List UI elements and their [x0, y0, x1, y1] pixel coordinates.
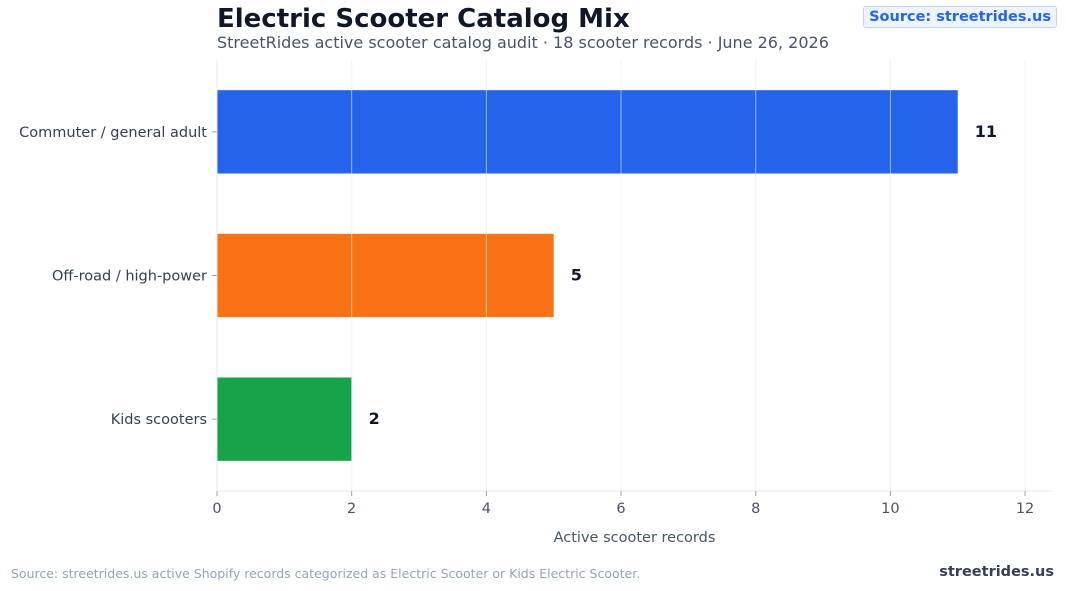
data-label: 11 [975, 122, 997, 141]
chart-title: Electric Scooter Catalog Mix [217, 4, 630, 34]
x-tick-label: 2 [347, 501, 356, 517]
labels: Commuter / general adult 11 Off-road / hig… [19, 122, 1034, 517]
x-axis-title: Active scooter records [554, 530, 716, 546]
chart-subtitle: StreetRides active scooter catalog audit… [217, 33, 829, 52]
data-label: 5 [571, 266, 582, 285]
data-label: 2 [369, 409, 380, 428]
category-label: Commuter / general adult [19, 125, 207, 141]
x-tick-label: 12 [1016, 501, 1034, 517]
axes [212, 60, 1052, 496]
category-label: Off-road / high-power [52, 269, 207, 285]
bar [217, 377, 352, 461]
footer-note: Source: streetrides.us active Shopify re… [11, 566, 641, 581]
x-tick-label: 4 [482, 501, 491, 517]
x-tick-label: 6 [616, 501, 625, 517]
category-label: Kids scooters [111, 412, 207, 428]
x-tick-label: 8 [751, 501, 760, 517]
source-badge: Source: streetrides.us [863, 6, 1057, 28]
bars [217, 90, 958, 461]
x-tick-label: 0 [212, 501, 221, 517]
x-tick-label: 10 [881, 501, 899, 517]
footer-brand: streetrides.us [939, 564, 1054, 580]
bar [217, 90, 958, 174]
grid-overlay [351, 60, 1026, 491]
bar [217, 233, 554, 318]
